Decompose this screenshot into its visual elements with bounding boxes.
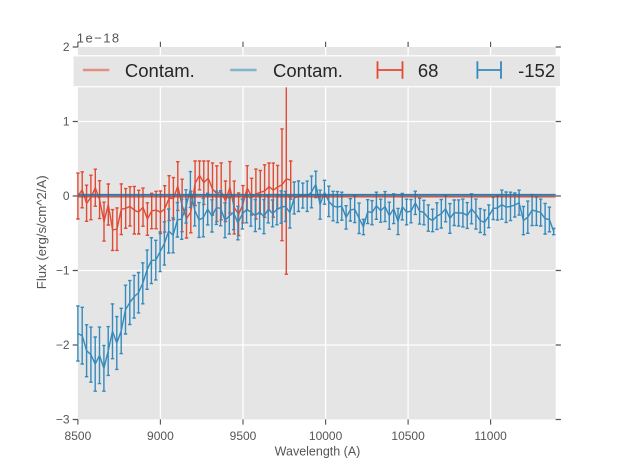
svg-text:Contam.: Contam. [125,60,195,81]
svg-text:1: 1 [63,115,70,129]
svg-text:1e−18: 1e−18 [77,30,121,45]
svg-text:10500: 10500 [391,429,425,443]
svg-text:Flux (erg/s/cm^2/A): Flux (erg/s/cm^2/A) [34,175,49,289]
svg-text:-152: -152 [518,60,555,81]
svg-text:−2: −2 [56,338,70,352]
svg-text:−1: −1 [56,264,70,278]
svg-text:9000: 9000 [147,429,174,443]
svg-text:10000: 10000 [309,429,343,443]
svg-text:11000: 11000 [474,429,507,443]
svg-text:Contam.: Contam. [273,60,343,81]
svg-text:8500: 8500 [65,429,92,443]
svg-text:Wavelength (A): Wavelength (A) [275,445,361,459]
svg-text:−3: −3 [56,413,70,427]
svg-text:9500: 9500 [230,429,257,443]
svg-text:2: 2 [63,40,70,54]
svg-text:0: 0 [63,189,70,203]
svg-text:68: 68 [418,60,439,81]
